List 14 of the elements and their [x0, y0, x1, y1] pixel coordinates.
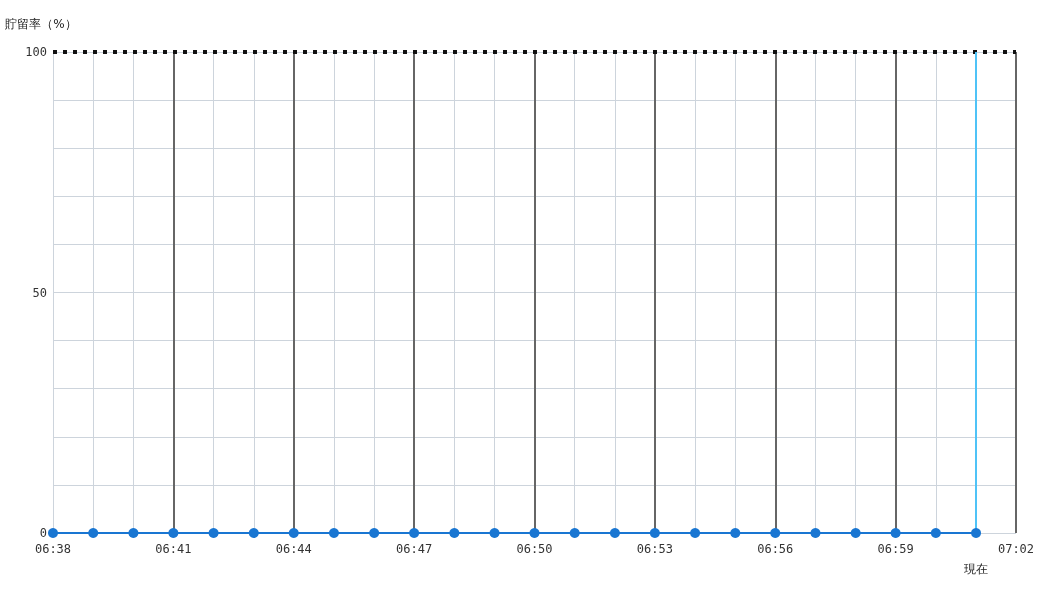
x-tick-label: 06:41: [155, 542, 192, 556]
x-tick-label: 06:56: [757, 542, 794, 556]
x-tick-label: 06:47: [396, 542, 433, 556]
y-tick-label: 50: [32, 285, 47, 300]
y-axis-title: 貯留率（%）: [5, 17, 77, 31]
ref-line-label: 現在: [964, 562, 989, 576]
y-tick-label: 100: [25, 45, 47, 59]
x-tick-label: 06:44: [275, 542, 312, 556]
x-tick-label: 06:59: [877, 542, 914, 556]
y-tick-label: 0: [39, 526, 47, 540]
x-tick-label: 06:53: [636, 542, 673, 556]
x-tick-label: 07:02: [997, 542, 1035, 556]
x-tick-label: 06:38: [34, 542, 72, 556]
x-tick-label: 06:50: [516, 542, 553, 556]
